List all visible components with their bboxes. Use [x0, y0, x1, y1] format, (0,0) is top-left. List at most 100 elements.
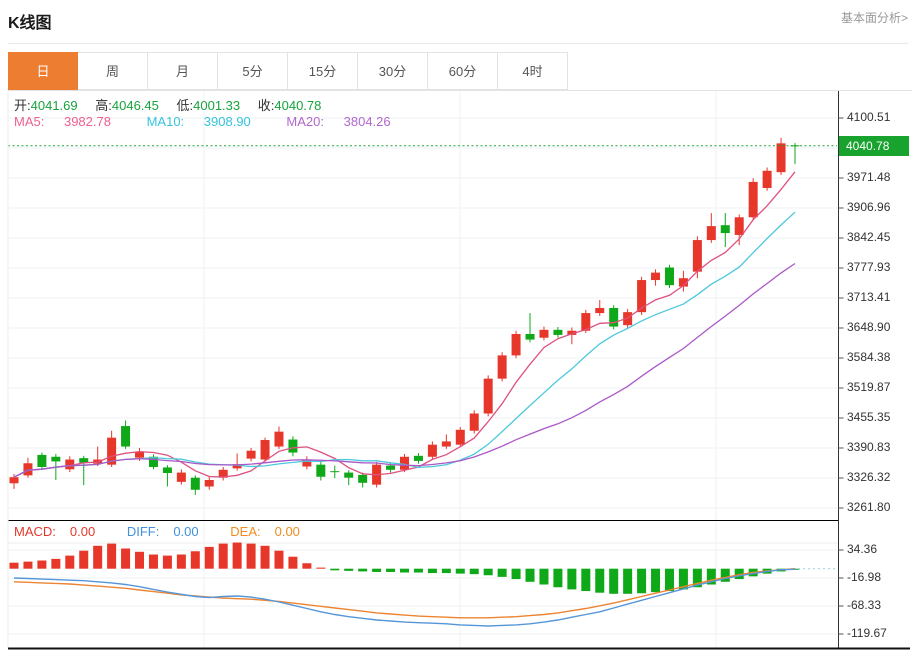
close-value: 4040.78 — [274, 98, 322, 113]
macd-bar-positive — [79, 550, 89, 569]
macd-bar-positive — [246, 543, 256, 569]
macd-bar-positive — [204, 546, 214, 569]
candle-body — [79, 458, 89, 463]
candle-body — [441, 441, 451, 447]
tab-5min[interactable]: 5分 — [218, 52, 288, 90]
candle-body — [413, 455, 423, 461]
candle-body — [455, 429, 465, 445]
macd-bar-positive — [190, 551, 200, 569]
page-title: K线图 — [8, 15, 52, 32]
macd-bar-positive — [302, 563, 312, 569]
diff-value: 0.00 — [173, 524, 199, 539]
candle-body — [190, 477, 200, 490]
candle-body — [107, 437, 117, 465]
macd-bar-negative — [469, 568, 479, 575]
macd-bar-negative — [609, 568, 619, 594]
price-axis-label: 3777.93 — [847, 260, 891, 274]
low-value: 4001.33 — [193, 98, 241, 113]
macd-axis-label: -16.98 — [847, 570, 882, 584]
candle-body — [204, 480, 214, 487]
candle-body — [706, 226, 716, 241]
macd-axis-label: 34.36 — [847, 542, 878, 556]
macd-bar-positive — [9, 562, 19, 569]
macd-bar-negative — [441, 568, 451, 574]
macd-bar-negative — [511, 568, 521, 580]
macd-readout: MACD: 0.00 DIFF: 0.00 DEA: 0.00 — [14, 524, 328, 539]
macd-bar-positive — [274, 550, 284, 569]
macd-axis-label: -119.67 — [847, 626, 887, 640]
tab-30min[interactable]: 30分 — [358, 52, 428, 90]
candle-body — [483, 378, 493, 414]
period-tab-bar: 日 周 月 5分 15分 30分 60分 4时 — [8, 52, 912, 91]
ma10-line — [13, 211, 796, 478]
macd-bar-positive — [37, 560, 47, 569]
macd-bar-negative — [525, 568, 535, 582]
macd-bar-positive — [135, 551, 145, 569]
price-axis-label: 3261.80 — [847, 500, 891, 514]
tab-day[interactable]: 日 — [8, 52, 78, 90]
candle-body — [539, 329, 549, 338]
macd-bar-negative — [427, 568, 437, 574]
macd-bar-negative — [581, 568, 591, 592]
fundamental-analysis-link[interactable]: 基本面分析> — [840, 11, 908, 25]
macd-bar-positive — [288, 556, 298, 569]
candle-body — [595, 307, 605, 314]
ma20-label: MA20: — [286, 114, 324, 129]
low-label: 低: — [176, 98, 194, 113]
candle-body — [232, 464, 242, 469]
macd-bar-negative — [553, 568, 563, 588]
open-value: 4041.69 — [30, 98, 78, 113]
macd-bar-negative — [413, 568, 423, 573]
price-axis-label: 3584.38 — [847, 350, 891, 364]
macd-bar-negative — [330, 568, 340, 571]
macd-bar-negative — [358, 568, 368, 572]
candle-body — [9, 477, 19, 484]
macd-bar-negative — [678, 568, 688, 590]
candle-body — [246, 450, 256, 459]
ma5-value: 3982.78 — [63, 114, 111, 129]
macd-bar-positive — [51, 558, 61, 569]
tab-15min[interactable]: 15分 — [288, 52, 358, 90]
macd-label: MACD: — [14, 524, 56, 539]
candle-body — [637, 280, 647, 313]
open-label: 开: — [14, 98, 31, 113]
tab-week[interactable]: 周 — [78, 52, 148, 90]
candle-body — [400, 456, 409, 470]
high-value: 4046.45 — [111, 98, 159, 113]
macd-bar-negative — [455, 568, 465, 574]
macd-bar-negative — [483, 568, 493, 576]
macd-bar-negative — [651, 568, 661, 593]
macd-bar-negative — [637, 568, 647, 594]
macd-bar-negative — [400, 568, 409, 573]
macd-bar-positive — [162, 555, 172, 569]
candle-body — [344, 472, 354, 478]
ma10-label: MA10: — [146, 114, 185, 129]
candle-body — [469, 413, 479, 431]
price-axis-label: 3906.96 — [847, 200, 891, 214]
macd-bar-positive — [148, 554, 158, 569]
candle-body — [651, 272, 661, 281]
ma20-value: 3804.26 — [343, 114, 391, 129]
dea-value: 0.00 — [274, 524, 300, 539]
macd-bar-negative — [595, 568, 605, 593]
price-axis-label: 3713.41 — [847, 290, 891, 304]
candle-body — [720, 225, 730, 234]
ohlc-readout: 开:4041.69 高:4046.45 低:4001.33 收:4040.78 — [14, 95, 335, 114]
price-axis-label: 3455.35 — [847, 410, 891, 424]
macd-bar-positive — [93, 545, 103, 569]
candle-body — [762, 170, 772, 188]
macd-bar-positive — [65, 555, 75, 569]
candle-body — [176, 472, 186, 482]
candle-body — [358, 474, 368, 483]
macd-bar-negative — [664, 568, 674, 592]
tab-month[interactable]: 月 — [148, 52, 218, 90]
price-axis-label: 3390.83 — [847, 440, 891, 454]
tab-60min[interactable]: 60分 — [428, 52, 498, 90]
price-axis-label: 3971.48 — [847, 170, 891, 184]
candle-body — [274, 431, 284, 447]
ma20-line — [13, 262, 796, 478]
tab-4hour[interactable]: 4时 — [498, 52, 568, 90]
macd-bar-negative — [720, 568, 730, 582]
